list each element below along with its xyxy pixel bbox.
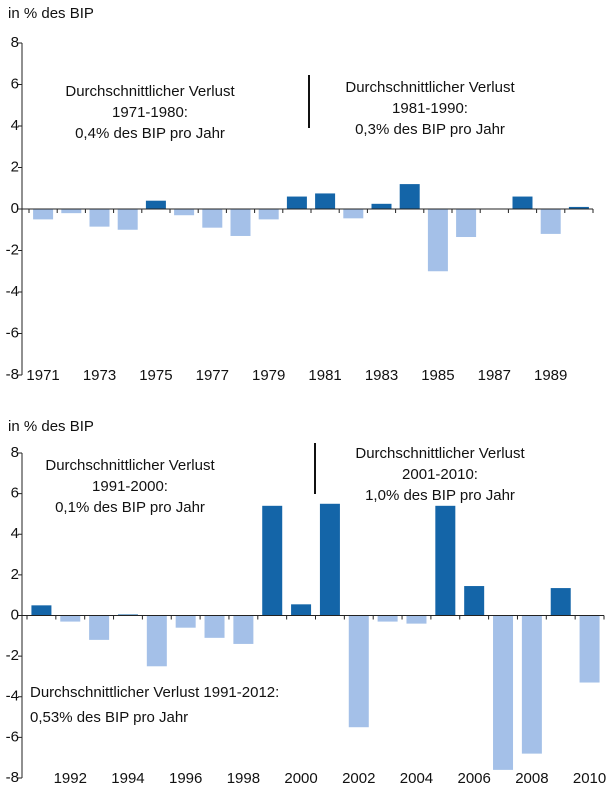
bar: [89, 615, 110, 640]
annotation: 1,0% des BIP pro Jahr: [365, 487, 515, 504]
x-tick-label: 1992: [54, 770, 87, 787]
annotation: 1971-1980:: [112, 104, 188, 121]
x-tick-label: 1985: [421, 367, 454, 384]
bar: [33, 209, 54, 220]
y-tick-label: -8: [6, 366, 19, 383]
y-tick-label: 6: [11, 485, 19, 502]
annotation: 0,1% des BIP pro Jahr: [55, 499, 205, 516]
bar: [175, 615, 196, 628]
x-tick-label: 1979: [252, 367, 285, 384]
annotation: 1991-2000:: [92, 478, 168, 495]
bar: [540, 209, 561, 234]
y-tick-label: 6: [11, 75, 19, 92]
bar: [579, 615, 600, 683]
annotation: Durchschnittlicher Verlust: [65, 83, 235, 100]
bar: [435, 505, 456, 616]
annotation: Durchschnittlicher Verlust: [345, 79, 515, 96]
y-tick-label: 0: [11, 200, 19, 217]
x-tick-label: 2006: [457, 770, 490, 787]
x-tick-label: 1989: [534, 367, 567, 384]
y-tick-label: -2: [6, 241, 19, 258]
x-tick-label: 2010: [573, 770, 606, 787]
x-tick-label: 2008: [515, 770, 548, 787]
bar: [427, 209, 448, 272]
y-tick-label: 2: [11, 566, 19, 583]
x-tick-label: 1996: [169, 770, 202, 787]
y-tick-label: 8: [11, 34, 19, 51]
bar: [204, 615, 225, 638]
bar: [456, 209, 477, 238]
annotation: 0,4% des BIP pro Jahr: [75, 125, 225, 142]
y-tick-label: 2: [11, 158, 19, 175]
annotation: Durchschnittlicher Verlust: [45, 457, 215, 474]
x-tick-label: 1983: [365, 367, 398, 384]
bar: [464, 586, 485, 616]
bar: [61, 209, 82, 214]
bar: [406, 615, 427, 624]
bar: [89, 209, 110, 227]
annotation: 0,53% des BIP pro Jahr: [30, 709, 188, 726]
y-tick-label: 4: [11, 117, 19, 134]
bar: [230, 209, 251, 236]
y-tick-label: -8: [6, 769, 19, 786]
bar: [258, 209, 279, 220]
annotation: 0,3% des BIP pro Jahr: [355, 121, 505, 138]
bar: [315, 193, 336, 209]
bar: [117, 614, 138, 616]
bar: [60, 615, 81, 622]
annotation: 1981-1990:: [392, 100, 468, 117]
bar: [145, 200, 166, 209]
bar: [512, 196, 533, 209]
bar: [493, 615, 514, 770]
x-tick-label: 2002: [342, 770, 375, 787]
bar: [202, 209, 223, 228]
y-tick-label: -6: [6, 728, 19, 745]
y-tick-label: -4: [6, 688, 19, 705]
x-tick-label: 1975: [139, 367, 172, 384]
bar: [286, 196, 307, 209]
annotation: Durchschnittlicher Verlust: [355, 445, 525, 462]
x-tick-label: 2000: [284, 770, 317, 787]
bar: [262, 505, 283, 616]
x-tick-label: 1971: [26, 367, 59, 384]
bar: [319, 503, 340, 616]
y-tick-label: 0: [11, 606, 19, 623]
y-tick-label: -4: [6, 283, 19, 300]
x-tick-label: 1998: [227, 770, 260, 787]
x-tick-label: 1994: [111, 770, 144, 787]
bar: [174, 209, 195, 216]
y-tick-label: 4: [11, 525, 19, 542]
bar: [146, 615, 167, 667]
bar: [371, 203, 392, 209]
y-axis-label: in % des BIP: [8, 5, 94, 22]
bar: [291, 604, 312, 616]
bar: [233, 615, 254, 644]
y-tick-label: -6: [6, 324, 19, 341]
y-tick-label: 8: [11, 444, 19, 461]
bar: [343, 209, 364, 219]
bar: [521, 615, 542, 754]
bar: [377, 615, 398, 622]
x-tick-label: 1973: [83, 367, 116, 384]
y-tick-label: -2: [6, 647, 19, 664]
annotation: Durchschnittlicher Verlust 1991-2012:: [30, 684, 279, 701]
annotation: 2001-2010:: [402, 466, 478, 483]
bar: [399, 184, 420, 209]
bar: [568, 206, 589, 209]
bar: [348, 615, 369, 728]
x-tick-label: 1981: [308, 367, 341, 384]
x-tick-label: 1977: [196, 367, 229, 384]
x-tick-label: 1987: [478, 367, 511, 384]
bar: [550, 588, 571, 616]
bar: [117, 209, 138, 230]
x-tick-label: 2004: [400, 770, 433, 787]
y-axis-label: in % des BIP: [8, 418, 94, 435]
bar: [31, 605, 52, 616]
